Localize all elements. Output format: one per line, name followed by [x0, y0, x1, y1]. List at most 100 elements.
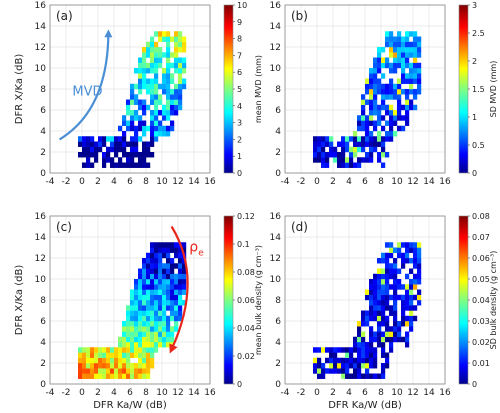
heatmap-cell	[417, 73, 422, 79]
heatmap-cell	[369, 289, 374, 295]
x-tick-label: -2	[62, 388, 71, 398]
heatmap-cell	[154, 125, 159, 132]
y-tick-label: 12	[35, 43, 46, 53]
heatmap-cell	[162, 300, 167, 306]
heatmap-cell	[166, 57, 171, 63]
heatmap-cell	[182, 268, 187, 274]
heatmap-cell	[138, 294, 143, 301]
heatmap-cell	[122, 368, 127, 374]
heatmap-cell	[150, 263, 155, 269]
heatmap-cell	[409, 89, 414, 95]
heatmap-cell	[134, 94, 139, 100]
y-tick-label: 0	[40, 169, 46, 179]
heatmap-cell	[401, 41, 406, 48]
heatmap-cell	[150, 41, 155, 48]
heatmap-cell	[369, 120, 374, 126]
heatmap-cell	[154, 294, 159, 301]
heatmap-cell	[158, 125, 163, 132]
heatmap-cell	[138, 368, 143, 374]
heatmap-cell	[393, 258, 398, 264]
heatmap-cell	[150, 357, 155, 364]
heatmap-cell	[321, 146, 326, 153]
heatmap-cell	[114, 352, 119, 358]
heatmap-cell	[170, 73, 175, 79]
heatmap-cell	[134, 141, 139, 147]
heatmap-cell	[130, 89, 135, 95]
heatmap-cell	[130, 305, 135, 311]
heatmap-cell	[389, 347, 394, 353]
heatmap-cell	[397, 36, 402, 42]
heatmap-cell	[118, 352, 123, 358]
heatmap-cell	[130, 363, 135, 369]
heatmap-cell	[333, 352, 338, 358]
colorbar	[223, 4, 234, 174]
heatmap-cell	[166, 242, 171, 248]
x-tick-label: 0	[314, 177, 320, 187]
heatmap-cell	[142, 279, 147, 285]
x-tick-label: 16	[204, 177, 216, 187]
heatmap-cell	[325, 368, 330, 374]
heatmap-cell	[114, 141, 119, 147]
heatmap-cell	[138, 305, 143, 311]
heatmap-cell	[166, 331, 171, 337]
heatmap-cell	[170, 99, 175, 105]
heatmap-cell	[126, 305, 131, 311]
heatmap-cell	[154, 331, 159, 337]
y-tick-label: 2	[275, 148, 281, 158]
heatmap-cell	[102, 357, 107, 364]
heatmap-cell	[349, 363, 354, 369]
heatmap-cell	[142, 146, 147, 153]
heatmap-cell	[353, 363, 358, 369]
heatmap-cell	[78, 373, 83, 379]
heatmap-cell	[122, 120, 127, 126]
heatmap-cell	[138, 279, 143, 285]
heatmap-cell	[138, 115, 143, 121]
heatmap-cell	[146, 258, 151, 264]
heatmap-cell	[313, 357, 318, 364]
heatmap-cell	[166, 284, 171, 290]
heatmap-cell	[369, 315, 374, 322]
heatmap-cell	[385, 94, 390, 100]
heatmap-cell	[345, 136, 350, 142]
heatmap-cell	[409, 47, 414, 53]
heatmap-cell	[158, 310, 163, 316]
heatmap-cell	[170, 78, 175, 84]
heatmap-cell	[413, 294, 418, 301]
heatmap-cell	[377, 78, 382, 84]
heatmap-cell	[142, 321, 147, 327]
colorbar-tick-label: 1.5	[472, 85, 485, 94]
heatmap-cell	[166, 252, 171, 259]
heatmap-cell	[102, 162, 107, 168]
heatmap-cell	[377, 321, 382, 327]
heatmap-cell	[158, 110, 163, 116]
x-tick-label: 4	[111, 388, 117, 398]
heatmap-cell	[325, 152, 330, 158]
heatmap-cell	[154, 47, 159, 53]
y-tick-label: 6	[275, 317, 281, 327]
heatmap-cell	[409, 31, 414, 37]
y-tick-label: 16	[270, 1, 282, 11]
heatmap-cell	[90, 136, 95, 142]
heatmap-cell	[413, 31, 418, 37]
heatmap-cell	[178, 252, 183, 259]
heatmap-cell	[154, 258, 159, 264]
heatmap-cell	[150, 110, 155, 116]
colorbar-tick-label: 0.04	[472, 296, 490, 305]
heatmap-cell	[134, 347, 139, 353]
panel-label: (c)	[56, 220, 72, 234]
heatmap-cell	[138, 83, 143, 90]
y-tick-label: 6	[40, 317, 46, 327]
heatmap-cell	[178, 247, 183, 253]
heatmap-cell	[130, 373, 135, 379]
heatmap-cell	[142, 352, 147, 358]
heatmap-cell	[122, 131, 127, 137]
y-tick-label: 0	[275, 380, 281, 390]
heatmap-cell	[333, 157, 338, 163]
heatmap-cell	[130, 110, 135, 116]
heatmap-cell	[317, 373, 322, 379]
heatmap-cell	[98, 146, 103, 153]
heatmap-cell	[393, 321, 398, 327]
x-tick-label: 14	[423, 177, 435, 187]
heatmap-cell	[361, 115, 366, 121]
